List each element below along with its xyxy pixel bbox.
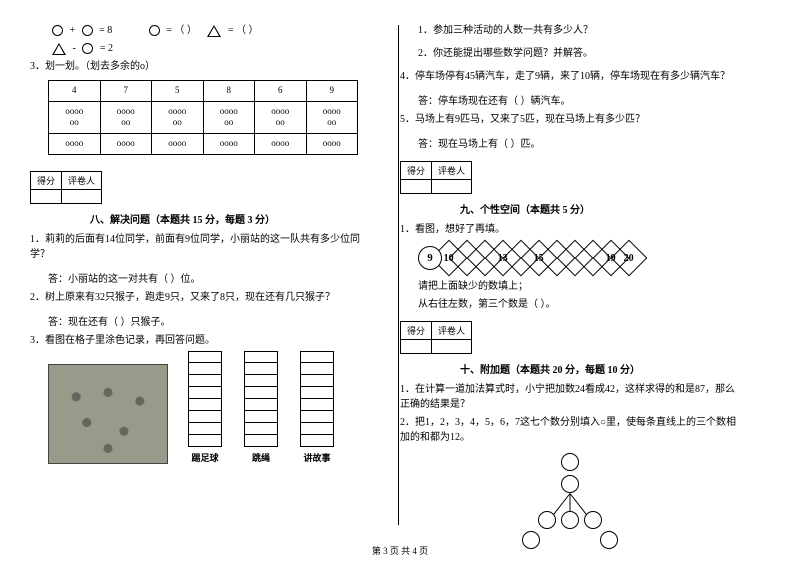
bar-column	[188, 351, 222, 447]
score-box: 得分 评卷人	[400, 321, 472, 354]
diamond-sequence: 9 10 13 15 19 20	[418, 245, 740, 271]
bar-column	[300, 351, 334, 447]
bar-label: 讲故事	[300, 451, 334, 464]
q8-2: 2．树上原来有32只猴子，跑走9只，又来了8只，现在还有几只猴子？	[30, 290, 360, 305]
q8-5: 5．马场上有9匹马，又来了5匹，现在马场上有多少匹？	[400, 112, 740, 127]
table-header: 4	[49, 81, 101, 102]
bar-column	[244, 351, 278, 447]
eq-text: -	[73, 43, 76, 54]
bar-label: 跳绳	[244, 451, 278, 464]
section-10-title: 十、附加题（本题共 20 分，每题 10 分）	[460, 361, 740, 376]
circle-shape	[82, 25, 93, 36]
score-header: 评卷人	[62, 171, 102, 189]
q8-3: 3．看图在格子里涂色记录，再回答问题。	[30, 333, 360, 348]
question-3-cross: 3．划一划。（划去多余的o）	[30, 59, 360, 74]
q8-1-answer: 答：小丽站的这一对共有（ ）位。	[48, 272, 360, 287]
score-box: 得分 评卷人	[30, 171, 102, 204]
q9-count: 从右往左数，第三个数是（ ）。	[418, 297, 740, 312]
score-box: 得分 评卷人	[400, 161, 472, 194]
eq-text: = （ ）	[166, 25, 197, 36]
table-cell: oooo oo	[152, 101, 204, 133]
start-circle: 9	[418, 246, 442, 270]
table-cell: oooo oo	[100, 101, 152, 133]
triangle-shape	[207, 25, 221, 37]
q8-4: 4．停车场停有45辆汽车，走了9辆，来了10辆，停车场现在有多少辆汽车？	[400, 69, 740, 84]
table-header: 5	[152, 81, 204, 102]
eq-text: = 2	[100, 43, 113, 54]
activity-image	[48, 364, 168, 464]
eq-text: +	[70, 25, 76, 36]
circle-shape	[52, 25, 63, 36]
section-9-title: 九、个性空间（本题共 5 分）	[460, 201, 740, 216]
table-cell: oooo	[306, 134, 358, 155]
table-cell: oooo	[152, 134, 204, 155]
table-header: 7	[100, 81, 152, 102]
sub-q1: 1．参加三种活动的人数一共有多少人？	[418, 23, 740, 38]
score-header: 评卷人	[432, 322, 472, 340]
eq-text: = 8	[99, 25, 112, 36]
q8-2-answer: 答：现在还有（ ）只猴子。	[48, 315, 360, 330]
section-8-title: 八、解决问题（本题共 15 分，每题 3 分）	[90, 211, 360, 226]
score-header: 得分	[31, 171, 62, 189]
q9-1: 1．看图，想好了再填。	[400, 222, 740, 237]
bar-label: 踢足球	[188, 451, 222, 464]
circle-shape	[149, 25, 160, 36]
table-header: 9	[306, 81, 358, 102]
page-footer: 第 3 页 共 4 页	[0, 544, 800, 557]
q10-2: 2．把1，2，3，4，5，6，7这七个数分别填入○里，使每条直线上的三个数相加的…	[400, 415, 740, 445]
bar-chart: 踢足球 跳绳 讲故事	[188, 351, 334, 464]
table-header: 8	[203, 81, 255, 102]
circle-tree-diagram	[510, 453, 630, 553]
score-header: 得分	[401, 322, 432, 340]
score-header: 得分	[401, 162, 432, 180]
q9-fill: 请把上面缺少的数填上；	[418, 279, 740, 294]
q10-1: 1．在计算一道加法算式时，小宁把加数24看成42，这样求得的和是87，那么正确的…	[400, 382, 740, 412]
table-cell: oooo	[203, 134, 255, 155]
table-cell: oooo oo	[203, 101, 255, 133]
q8-4-answer: 答：停车场现在还有（ ）辆汽车。	[418, 94, 740, 109]
sub-q2: 2．你还能提出哪些数学问题？并解答。	[418, 46, 740, 61]
score-header: 评卷人	[432, 162, 472, 180]
cross-out-table: 4 7 5 8 6 9 oooo oo oooo oo oooo oo oooo…	[48, 80, 358, 155]
table-cell: oooo	[255, 134, 307, 155]
eq-text: = （ ）	[228, 25, 259, 36]
q8-5-answer: 答：现在马场上有（ ）匹。	[418, 137, 740, 152]
table-cell: oooo oo	[306, 101, 358, 133]
table-cell: oooo oo	[49, 101, 101, 133]
triangle-shape	[52, 43, 66, 55]
table-cell: oooo	[49, 134, 101, 155]
q8-1: 1．莉莉的后面有14位同学，前面有9位同学，小丽站的这一队共有多少位同学？	[30, 232, 360, 262]
table-header: 6	[255, 81, 307, 102]
circle-shape	[82, 43, 93, 54]
table-cell: oooo	[100, 134, 152, 155]
table-cell: oooo oo	[255, 101, 307, 133]
